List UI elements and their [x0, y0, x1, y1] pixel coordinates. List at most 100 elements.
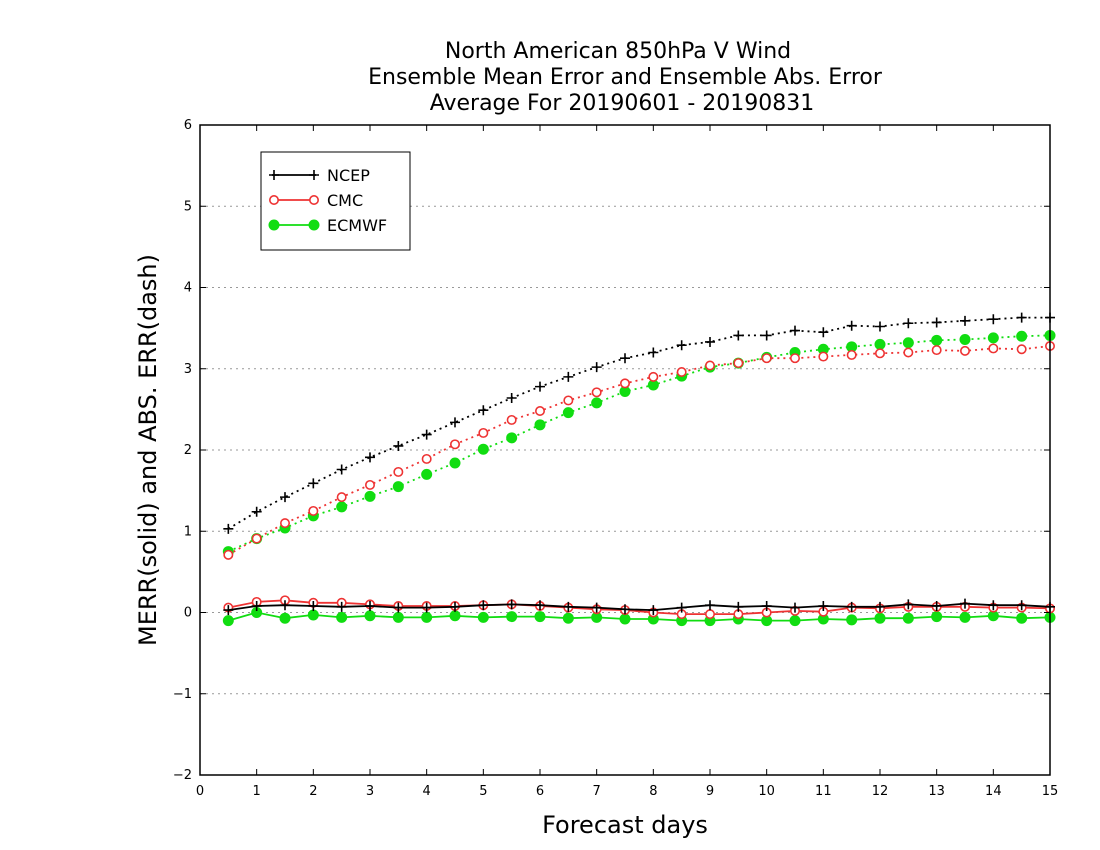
series-layer [222, 312, 1056, 627]
data-point [704, 609, 715, 620]
data-point [562, 612, 574, 624]
data-point [450, 417, 460, 428]
data-point [308, 505, 319, 516]
abs-err-line [227, 316, 1050, 530]
data-point [506, 611, 518, 623]
x-tick-label: 0 [196, 784, 204, 799]
data-point [336, 464, 347, 475]
data-point [705, 600, 715, 611]
data-point [789, 353, 800, 364]
y-tick-label: 3 [184, 362, 192, 377]
data-point [903, 599, 914, 610]
x-axis-label: Forecast days [542, 811, 708, 839]
data-point [308, 601, 319, 611]
legend-label: NCEP [327, 166, 370, 185]
data-point [790, 602, 800, 613]
y-tick-label: −1 [173, 687, 192, 702]
data-point [902, 612, 914, 624]
x-tick-label: 14 [985, 784, 1002, 799]
data-point [450, 601, 460, 612]
data-point [563, 371, 574, 382]
y-tick-label: 6 [184, 118, 192, 133]
x-tick-label: 11 [815, 784, 832, 799]
x-tick-label: 6 [536, 784, 544, 799]
data-point [846, 349, 857, 360]
data-point [336, 492, 347, 503]
data-point [931, 345, 942, 356]
data-point [279, 518, 290, 529]
data-point [591, 397, 603, 409]
y-tick-label: −2 [173, 768, 192, 783]
data-point [307, 609, 319, 621]
data-point [761, 601, 772, 611]
x-tick-label: 13 [928, 784, 945, 799]
data-point [931, 611, 943, 623]
data-point [223, 605, 234, 616]
x-tick-label: 1 [253, 784, 261, 799]
data-point [364, 479, 375, 490]
data-point [336, 601, 347, 612]
x-tick-label: 15 [1042, 784, 1059, 799]
data-point [269, 170, 279, 180]
data-point [846, 614, 858, 626]
y-tick-label: 1 [184, 524, 192, 539]
data-point [478, 600, 489, 611]
x-tick-label: 4 [423, 784, 431, 799]
data-point [308, 478, 319, 489]
data-point [959, 611, 971, 623]
data-point [1016, 600, 1027, 611]
data-point [874, 348, 885, 359]
data-point [846, 601, 857, 612]
legend-label: ECMWF [327, 216, 387, 235]
data-point [591, 387, 602, 398]
data-point [620, 604, 630, 615]
data-point [648, 605, 659, 616]
data-point [846, 320, 857, 331]
data-point [421, 468, 433, 480]
data-point [931, 334, 943, 346]
data-point [988, 314, 999, 325]
legend-item-cmc: CMC [268, 191, 363, 210]
data-point [449, 457, 461, 469]
data-point [223, 523, 234, 534]
data-point [620, 353, 630, 364]
data-point [365, 601, 375, 611]
data-point [959, 334, 971, 345]
data-point [534, 405, 545, 416]
data-point [251, 601, 262, 611]
data-point [393, 466, 404, 477]
data-point [222, 615, 234, 627]
data-point [308, 219, 320, 231]
data-point [563, 395, 574, 406]
data-point [1016, 344, 1027, 355]
data-point [393, 602, 404, 613]
merr-line [228, 611, 1051, 622]
grid-lines [200, 205, 1050, 695]
data-point [903, 347, 914, 358]
data-point [562, 407, 574, 419]
legend-label: CMC [327, 191, 363, 210]
data-point [478, 405, 489, 416]
legend-box [260, 151, 411, 251]
series-ncep [223, 312, 1055, 616]
title-line-3: Average For 20190601 - 20190831 [430, 91, 815, 116]
data-point [875, 601, 885, 612]
data-point [268, 195, 279, 206]
data-point [733, 358, 744, 369]
data-point [280, 492, 290, 503]
data-point [959, 345, 970, 356]
data-point [619, 378, 630, 389]
data-point [874, 338, 886, 350]
data-point [903, 318, 914, 329]
data-point [733, 601, 744, 612]
y-axis-ticks: −2 −1 0 1 2 3 4 5 6 [173, 118, 1050, 783]
legend-item-ecmwf: ECMWF [268, 216, 387, 235]
data-point [364, 610, 376, 622]
data-point [1016, 312, 1027, 323]
data-point [393, 440, 404, 451]
data-point [676, 602, 687, 613]
data-point [960, 598, 970, 609]
data-point [1016, 612, 1028, 624]
data-point [988, 600, 999, 611]
